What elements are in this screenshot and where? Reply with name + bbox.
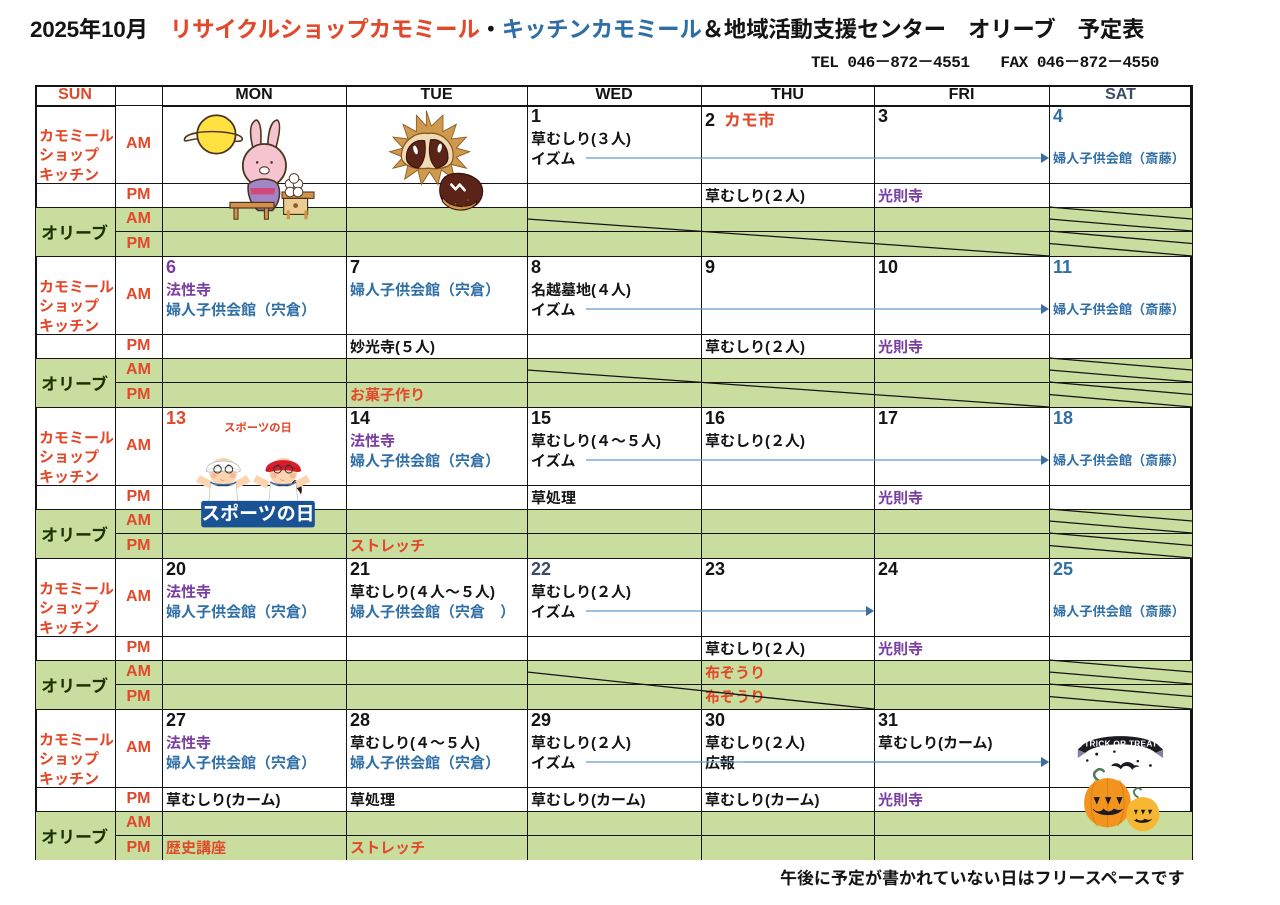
svg-text:TRICK OR TREAT: TRICK OR TREAT	[1084, 740, 1157, 749]
svg-text:スポーツの日: スポーツの日	[201, 499, 314, 526]
svg-text:スポーツの日: スポーツの日	[224, 420, 292, 435]
